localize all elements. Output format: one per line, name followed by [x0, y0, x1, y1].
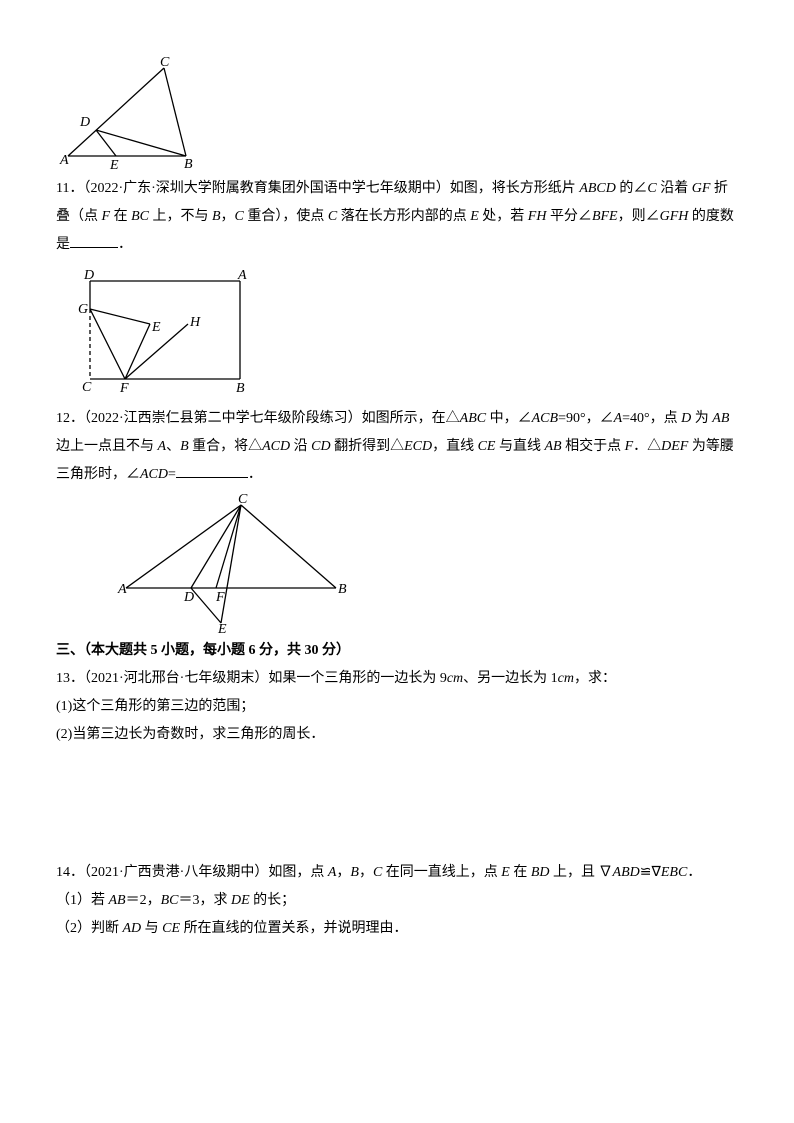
q13-line3: (2)当第三边长为奇数时，求三角形的周长． [56, 721, 738, 749]
fig1-B: B [184, 157, 193, 171]
section-3-heading: 三、（本大题共 5 小题，每小题 6 分，共 30 分） [56, 637, 738, 665]
svg-text:H: H [189, 315, 201, 330]
fig1-D: D [79, 115, 90, 130]
figure-q11: D A G E H C F B [70, 269, 738, 399]
q11-blank [70, 233, 118, 248]
spacer [56, 749, 738, 859]
svg-text:B: B [236, 381, 245, 396]
fig1-C: C [160, 56, 170, 70]
q14-line2: （1）若 AB＝2，BC＝3，求 DE 的长； [56, 887, 738, 915]
svg-text:A: A [117, 582, 127, 597]
q12-blank [176, 463, 248, 478]
q14-line1: 14．（2021·广西贵港·八年级期中）如图，点 A，B，C 在同一直线上，点 … [56, 859, 738, 887]
svg-text:D: D [83, 269, 94, 283]
q14-line3: （2）判断 AD 与 CE 所在直线的位置关系，并说明理由． [56, 915, 738, 943]
svg-text:F: F [215, 590, 225, 605]
q12-text: 12．（2022·江西崇仁县第二中学七年级阶段练习）如图所示，在△ABC 中，∠… [56, 405, 738, 489]
svg-text:C: C [238, 493, 248, 507]
q13-line1: 13．（2021·河北邢台·七年级期末）如果一个三角形的一边长为 9cm、另一边… [56, 665, 738, 693]
svg-text:E: E [217, 622, 227, 633]
svg-text:F: F [119, 381, 129, 396]
svg-text:C: C [82, 380, 92, 395]
svg-text:G: G [78, 302, 88, 317]
svg-text:B: B [338, 582, 347, 597]
q11-text: 11．（2022·广东·深圳大学附属教育集团外国语中学七年级期中）如图，将长方形… [56, 175, 738, 259]
svg-text:E: E [151, 320, 161, 335]
fig1-E: E [109, 158, 119, 171]
figure-q10: A B C D E [56, 56, 738, 171]
svg-text:A: A [237, 269, 247, 283]
figure-q12: A B C D F E [116, 493, 738, 633]
svg-text:D: D [183, 590, 194, 605]
fig1-A: A [59, 153, 69, 168]
q13-line2: (1)这个三角形的第三边的范围； [56, 693, 738, 721]
